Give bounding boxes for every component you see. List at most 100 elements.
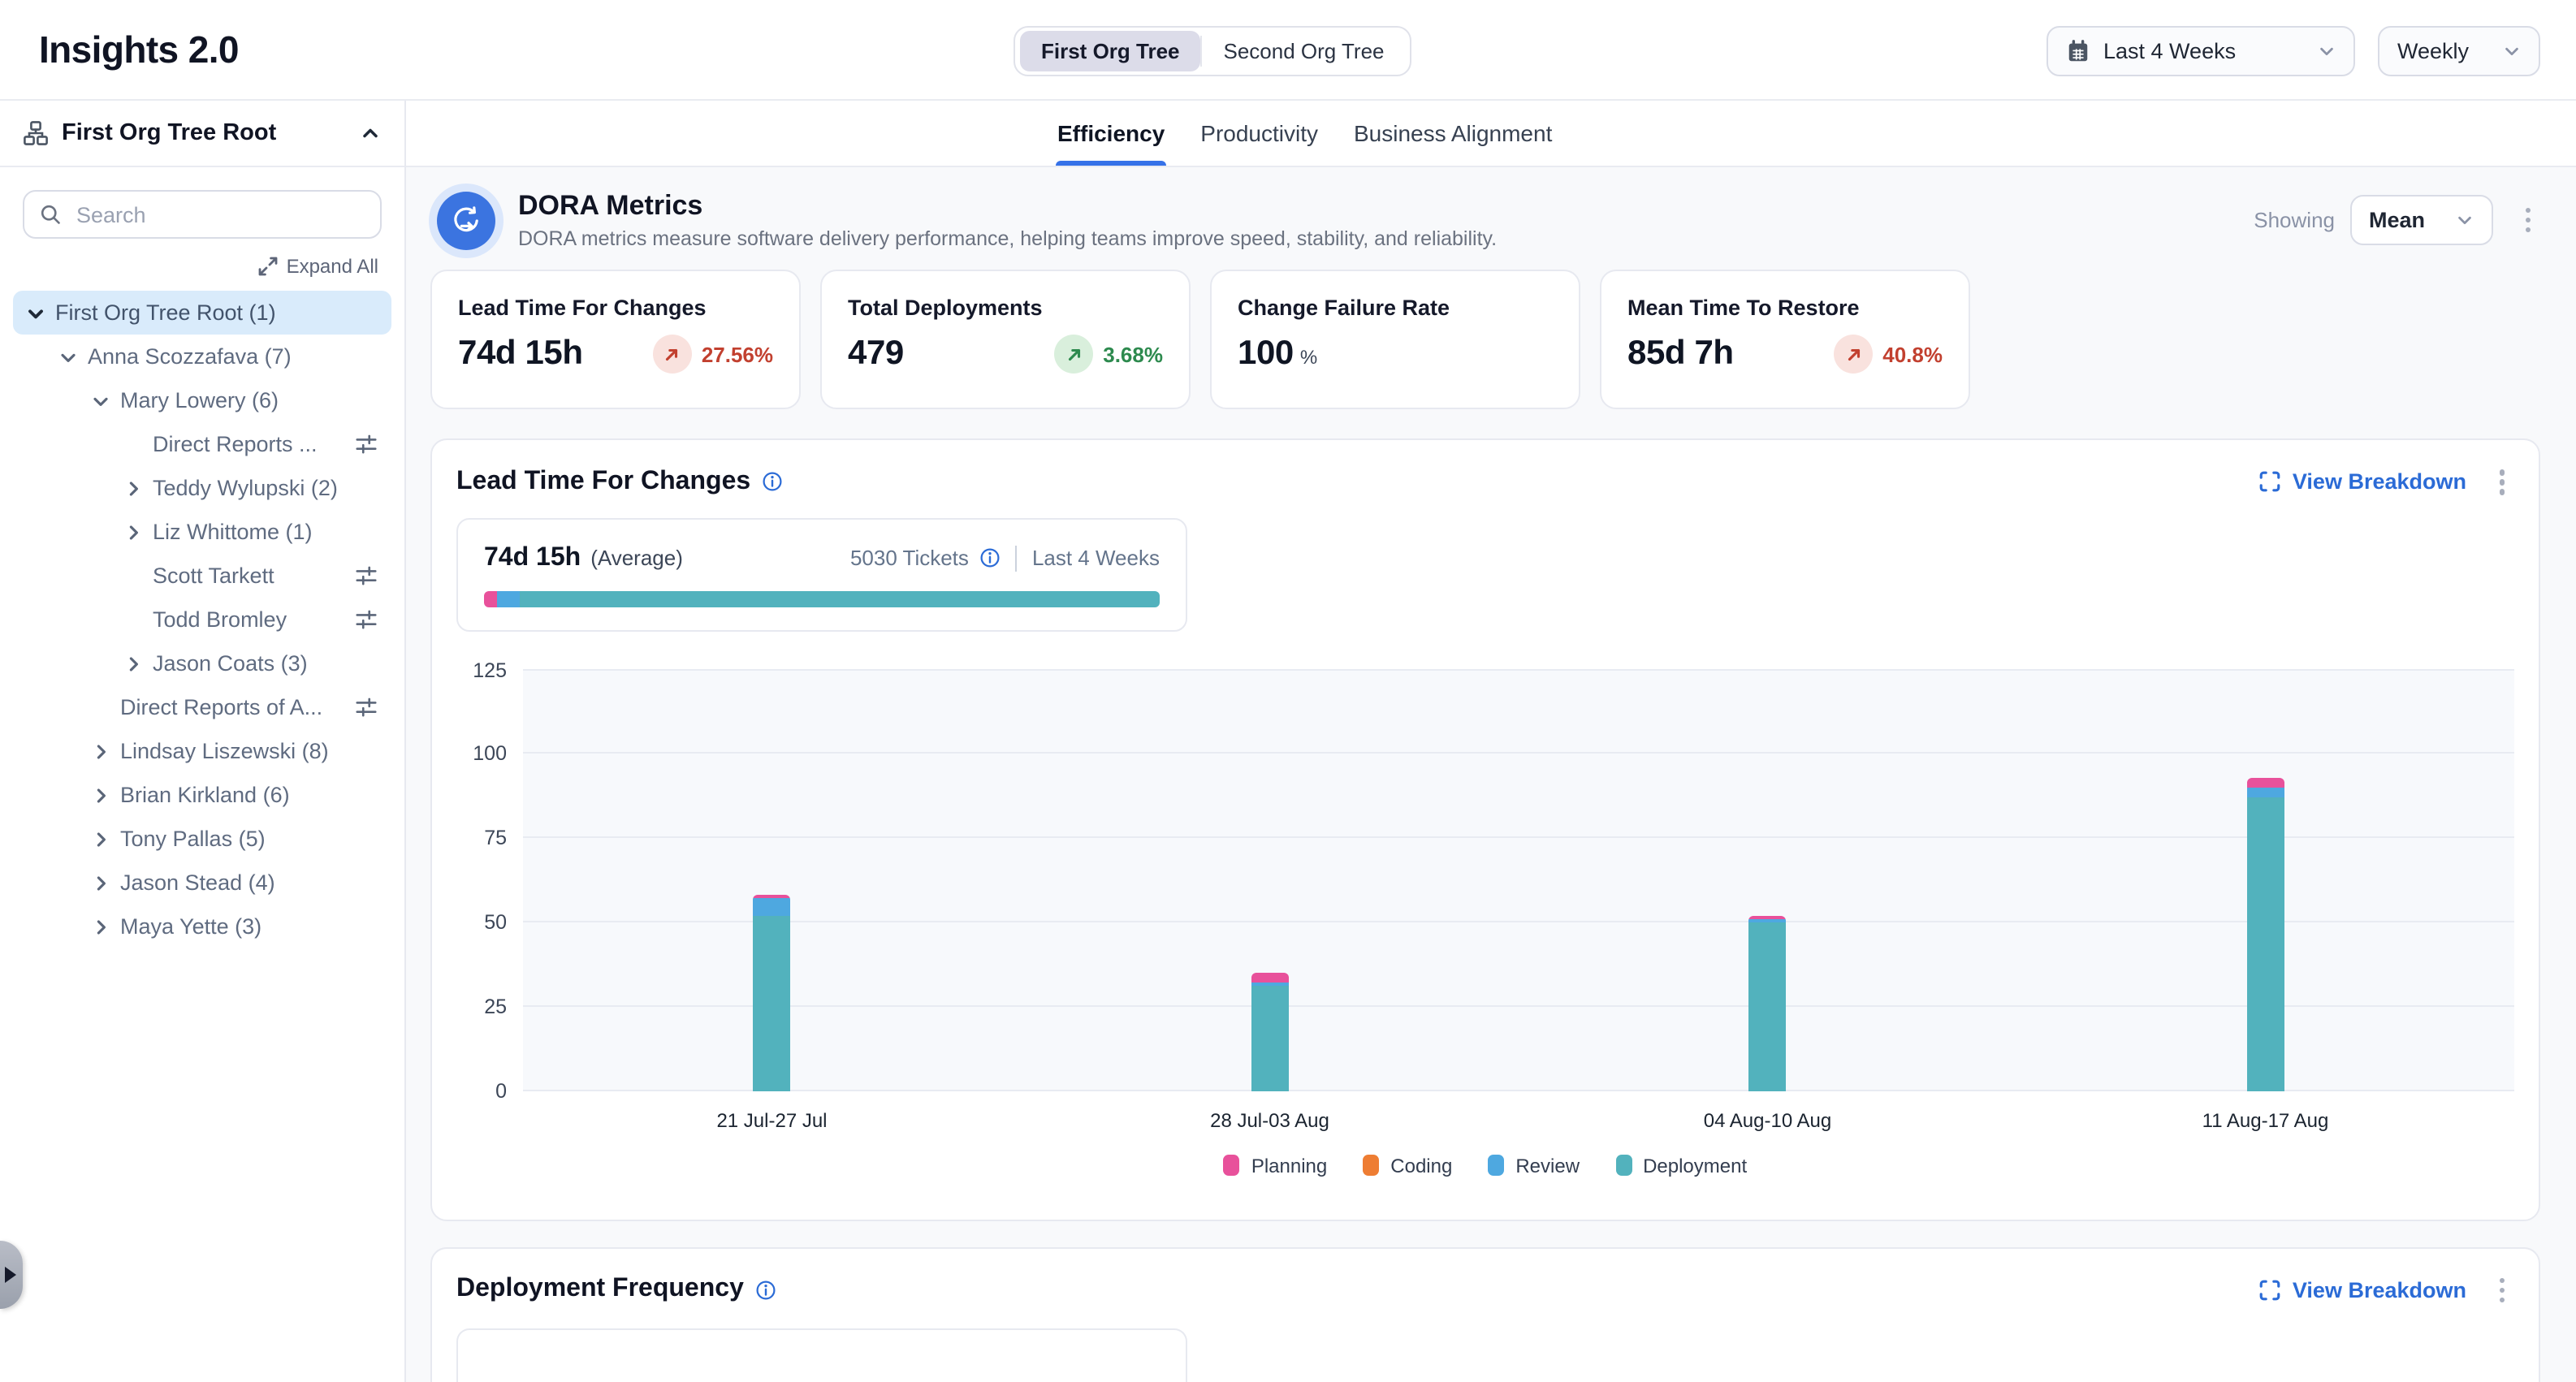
lead-time-summary-card: 74d 15h (Average) 5030 Tickets Last 4 We… xyxy=(456,517,1187,631)
gridline xyxy=(523,920,2514,922)
info-icon[interactable] xyxy=(762,472,783,493)
chevron-right-icon[interactable] xyxy=(120,652,146,675)
tree-row[interactable]: Liz Whittome (1) xyxy=(13,510,391,554)
x-tick-label: 21 Jul-27 Jul xyxy=(716,1108,828,1131)
summary-period: Last 4 Weeks xyxy=(1031,546,1160,570)
y-tick-label: 25 xyxy=(484,995,507,1018)
tree-row[interactable]: Direct Reports of A... xyxy=(13,685,391,729)
tree-row[interactable]: Teddy Wylupski (2) xyxy=(13,466,391,510)
filter-sliders-icon[interactable] xyxy=(344,432,378,456)
dora-title: DORA Metrics xyxy=(518,190,703,221)
bar-segment-review xyxy=(753,898,791,916)
dora-description: DORA metrics measure software delivery p… xyxy=(518,227,1498,250)
expand-icon xyxy=(259,257,279,276)
chevron-right-icon[interactable] xyxy=(88,740,114,762)
chevron-down-icon[interactable] xyxy=(88,389,114,412)
tree-row[interactable]: Lindsay Liszewski (8) xyxy=(13,729,391,773)
collapse-chevron-up-icon[interactable] xyxy=(359,122,382,145)
legend-swatch xyxy=(1363,1155,1380,1176)
chevron-down-icon[interactable] xyxy=(55,345,81,368)
filter-sliders-icon[interactable] xyxy=(344,695,378,719)
bar-segment-planning xyxy=(2246,777,2284,788)
chart-bar[interactable] xyxy=(2246,777,2284,1090)
chart-bar[interactable] xyxy=(1251,973,1289,1090)
date-range-select[interactable]: Last 4 Weeks xyxy=(2047,26,2355,76)
legend-swatch xyxy=(1223,1155,1240,1176)
sidebar-header: First Org Tree Root xyxy=(0,101,404,167)
dora-cycle-icon xyxy=(437,191,495,249)
expand-all-button[interactable]: Expand All xyxy=(0,255,378,278)
tab-productivity[interactable]: Productivity xyxy=(1200,120,1318,146)
chevron-right-icon[interactable] xyxy=(120,520,146,543)
org-tree-icon xyxy=(23,120,49,146)
tree-row[interactable]: Maya Yette (3) xyxy=(13,905,391,948)
org-tree-toggle[interactable]: First Org Tree Second Org Tree xyxy=(1014,26,1412,76)
tree-row[interactable]: Mary Lowery (6) xyxy=(13,378,391,422)
bar-segment-review xyxy=(1251,983,1289,987)
tree-item-label: Teddy Wylupski (2) xyxy=(153,476,338,500)
chevron-right-icon[interactable] xyxy=(88,871,114,894)
info-icon[interactable] xyxy=(755,1280,776,1301)
sidebar: First Org Tree Root Expand All First Org… xyxy=(0,101,406,1382)
trend-up-arrow-icon xyxy=(1834,335,1874,374)
granularity-select[interactable]: Weekly xyxy=(2378,26,2540,76)
info-icon[interactable] xyxy=(980,547,1001,568)
metric-card-value: 100 xyxy=(1238,335,1294,372)
chevron-down-icon[interactable] xyxy=(23,301,49,324)
legend-item-deployment: Deployment xyxy=(1615,1154,1747,1177)
bar-segment-deployment xyxy=(2246,797,2284,1090)
metric-card-value-row: 74d 15h 27.56% xyxy=(458,335,773,374)
chevron-right-icon[interactable] xyxy=(120,477,146,499)
view-breakdown-button[interactable]: View Breakdown xyxy=(2260,1278,2466,1302)
filter-sliders-icon[interactable] xyxy=(344,564,378,588)
search-input[interactable] xyxy=(23,190,382,239)
legend-item-review: Review xyxy=(1488,1154,1580,1177)
chevron-right-icon[interactable] xyxy=(88,915,114,938)
chart-bar[interactable] xyxy=(1748,915,1787,1090)
chevron-right-icon[interactable] xyxy=(88,784,114,806)
metric-card: Total Deployments 479 3.68% xyxy=(820,270,1191,409)
header-controls: Last 4 Weeks Weekly xyxy=(2047,26,2540,76)
gridline xyxy=(523,1004,2514,1007)
tree-row[interactable]: Jason Stead (4) xyxy=(13,861,391,905)
bar-segment-planning xyxy=(1251,973,1289,983)
metric-card-value-row: 100% xyxy=(1238,335,1553,374)
sidebar-drawer-handle[interactable] xyxy=(0,1241,23,1309)
org-toggle-option[interactable]: First Org Tree xyxy=(1020,31,1201,71)
deployment-kebab-menu-icon[interactable] xyxy=(2489,1271,2514,1309)
delta-value: 27.56% xyxy=(701,342,773,366)
tree-row[interactable]: Direct Reports ... xyxy=(13,422,391,466)
baseline xyxy=(523,1089,2514,1090)
phase-distribution-bar xyxy=(484,590,1160,607)
app-header: Insights 2.0 First Org Tree Second Org Tr… xyxy=(0,0,2576,101)
chart-bar[interactable] xyxy=(753,895,791,1090)
tree-row[interactable]: Anna Scozzafava (7) xyxy=(13,335,391,378)
lead-time-kebab-menu-icon[interactable] xyxy=(2489,463,2514,501)
chevron-right-icon[interactable] xyxy=(88,827,114,850)
lead-time-chart: 0 25 50 75 100 125 21 Jul-27 Jul 28 Jul-03 Aug… xyxy=(432,659,2539,1219)
showing-select[interactable]: Mean xyxy=(2349,195,2492,245)
y-tick-label: 0 xyxy=(495,1079,507,1102)
tree-row[interactable]: Tony Pallas (5) xyxy=(13,817,391,861)
tree-row[interactable]: First Org Tree Root (1) xyxy=(13,291,391,335)
gridline xyxy=(523,836,2514,839)
tab-efficiency[interactable]: Efficiency xyxy=(1056,101,1167,166)
tree-row[interactable]: Jason Coats (3) xyxy=(13,641,391,685)
tree-row[interactable]: Brian Kirkland (6) xyxy=(13,773,391,817)
delta-value: 40.8% xyxy=(1882,342,1943,366)
lead-time-section-actions: View Breakdown xyxy=(2260,463,2514,501)
expand-all-label: Expand All xyxy=(286,255,378,278)
tree-row[interactable]: Todd Bromley xyxy=(13,598,391,641)
tree-row[interactable]: Scott Tarkett xyxy=(13,554,391,598)
dora-kebab-menu-icon[interactable] xyxy=(2515,201,2540,240)
view-breakdown-button[interactable]: View Breakdown xyxy=(2260,470,2466,494)
distribution-segment-planning xyxy=(484,590,497,607)
average-value: 74d 15h xyxy=(484,543,581,571)
delta-badge: 3.68% xyxy=(1054,335,1163,374)
bar-segment-planning xyxy=(753,895,791,899)
dora-controls: Showing Mean xyxy=(2254,195,2540,245)
org-toggle-option[interactable]: Second Org Tree xyxy=(1223,39,1385,63)
filter-sliders-icon[interactable] xyxy=(344,607,378,632)
tab-business-alignment[interactable]: Business Alignment xyxy=(1354,120,1553,146)
tree-item-label: Anna Scozzafava (7) xyxy=(88,344,292,369)
